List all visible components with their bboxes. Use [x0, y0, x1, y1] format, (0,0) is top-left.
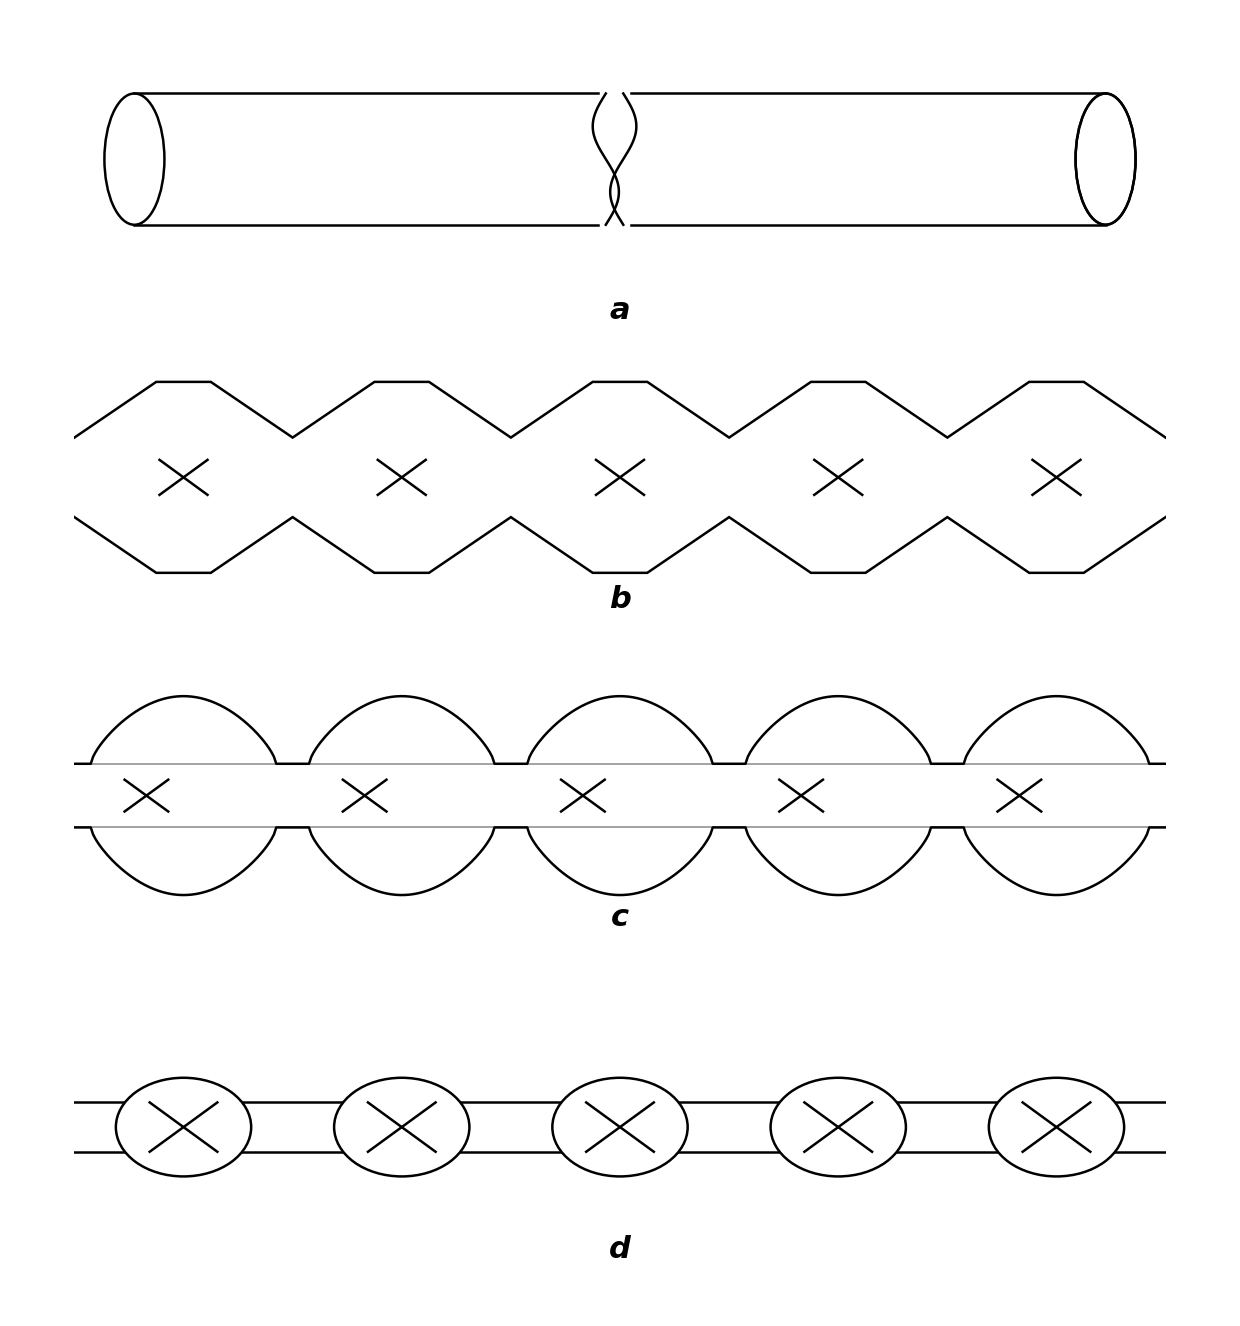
Ellipse shape — [1075, 93, 1136, 224]
Circle shape — [334, 1078, 470, 1176]
Text: b: b — [609, 585, 631, 614]
Circle shape — [770, 1078, 906, 1176]
Text: c: c — [611, 903, 629, 932]
Circle shape — [552, 1078, 688, 1176]
Text: d: d — [609, 1235, 631, 1264]
Circle shape — [115, 1078, 252, 1176]
Circle shape — [988, 1078, 1125, 1176]
Text: a: a — [610, 297, 630, 325]
